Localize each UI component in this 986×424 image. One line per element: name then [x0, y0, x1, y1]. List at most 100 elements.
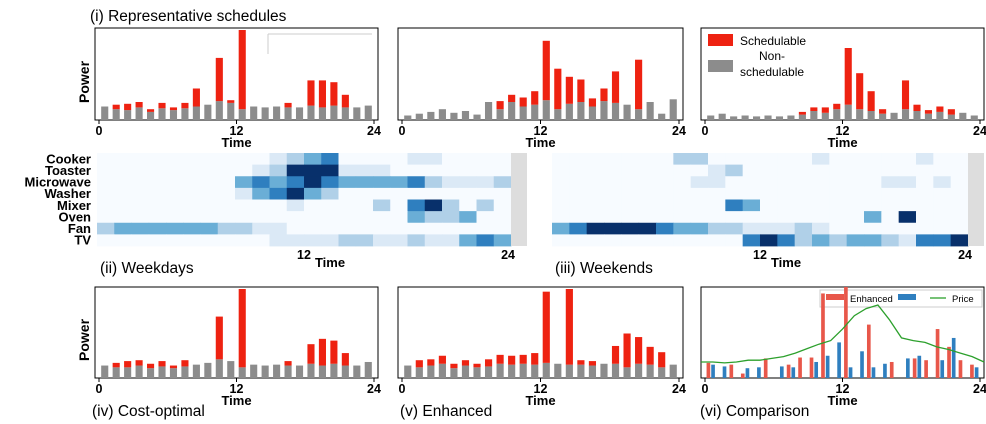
heatmap-cell-ii: [148, 211, 167, 224]
heatmap-row-label: Washer: [45, 186, 91, 201]
bar-nonschedulable-i-c: [947, 114, 955, 120]
heatmap-cell-iii: [794, 153, 813, 166]
bar-schedulable-iv: [307, 344, 315, 364]
heatmap-cell-ii: [407, 234, 426, 247]
heatmap-cell-ii: [459, 153, 477, 166]
heatmap-cell-ii: [217, 187, 236, 200]
heatmap-cell-ii: [252, 164, 270, 177]
heatmap-cell-ii: [373, 187, 391, 200]
bar-schedulable-i-c: [844, 48, 852, 105]
bar-nonschedulable-i-b: [450, 112, 458, 120]
heatmap-cell-iii: [621, 153, 640, 166]
heatmap-cell-iii: [916, 199, 934, 212]
bar-nonschedulable-i-a: [124, 110, 132, 120]
heatmap-cell-iii: [760, 153, 778, 166]
bar-nonschedulable-i-c: [856, 109, 864, 120]
heatmap-cell-ii: [459, 199, 477, 212]
bar-nonschedulable-i-b: [635, 109, 643, 120]
bar-schedulable-v: [484, 359, 493, 367]
heatmap-cell-ii: [97, 176, 115, 189]
bar-nonschedulable-iv: [158, 366, 166, 378]
heatmap-cell-ii: [200, 211, 219, 224]
heatmap-cell-ii: [200, 234, 219, 247]
heatmap-row-label: Cooker: [46, 151, 91, 166]
bar-nonschedulable-i-b: [623, 104, 631, 120]
heatmap-row-label: Fan: [68, 221, 91, 236]
bar-schedulable-iv: [181, 360, 189, 367]
heatmap-cell-iii: [794, 222, 813, 235]
heatmap-cell-iii: [673, 176, 692, 189]
bar-nonschedulable-i-b: [658, 113, 666, 120]
bar-nonschedulable-i-c: [913, 111, 921, 120]
heatmap-cell-ii: [286, 234, 305, 247]
heatmap-cell-ii: [304, 176, 322, 189]
price-line: [701, 304, 985, 364]
heatmap-cell-iii: [742, 153, 761, 166]
bar-nonschedulable-i-a: [238, 109, 246, 120]
heatmap-cell-iii: [638, 199, 657, 212]
bar-baseline: [951, 337, 956, 378]
bar-nonschedulable-v: [450, 368, 458, 378]
heatmap-cell-iii: [846, 187, 865, 200]
bar-schedulable-iv: [284, 361, 292, 366]
heatmap-cell-iii: [950, 153, 969, 166]
heatmap-cell-iii: [586, 187, 605, 200]
bar-nonschedulable-i-b: [484, 102, 493, 120]
x-tick-label-i-b: 12: [534, 124, 548, 138]
bar-baseline: [917, 355, 922, 378]
bar-schedulable-v: [508, 355, 516, 365]
heatmap-cell-iii: [586, 176, 605, 189]
bar-nonschedulable-i-a: [284, 107, 292, 120]
heatmap-cell-iii: [812, 187, 830, 200]
bar-enhanced: [844, 287, 848, 378]
bar-nonschedulable-iv: [318, 365, 326, 378]
heatmap-cell-ii: [424, 164, 443, 177]
heatmap-cell-ii: [476, 222, 495, 235]
heatmap-cell-ii: [286, 164, 305, 177]
bar-schedulable-i-b: [588, 98, 597, 107]
heatmap-cell-ii: [269, 153, 288, 166]
heatmap-cell-ii: [252, 199, 270, 212]
heatmap-cell-ii: [217, 153, 236, 166]
bar-nonschedulable-iv: [273, 364, 281, 378]
heatmap-cell-iii: [586, 222, 605, 235]
bar-nonschedulable-i-a: [101, 106, 109, 120]
heatmap-cell-ii: [166, 187, 184, 200]
heatmap-cell-ii: [217, 234, 236, 247]
bar-nonschedulable-i-b: [404, 115, 412, 120]
heatmap-cell-ii: [97, 222, 115, 235]
bar-nonschedulable-i-b: [577, 102, 585, 120]
heatmap-cell-ii: [407, 153, 426, 166]
heatmap-cell-iii: [552, 234, 570, 247]
x-tick-label-iii: 12: [753, 248, 767, 262]
bar-enhanced: [740, 373, 745, 378]
heatmap-cell-ii: [183, 176, 201, 189]
x-tick-label-i-a: 12: [230, 124, 244, 138]
bar-schedulable-i-a: [181, 102, 189, 109]
heatmap-cell-iii: [950, 176, 969, 189]
heatmap-cell-ii: [459, 176, 477, 189]
bar-nonschedulable-v: [588, 365, 597, 378]
panel-title-comparison: (vi) Comparison: [700, 403, 809, 420]
bar-nonschedulable-v: [508, 364, 516, 378]
heatmap-cell-iii: [690, 176, 709, 189]
heatmap-cell-iii: [881, 176, 900, 189]
heatmap-cell-ii: [390, 234, 408, 247]
bar-nonschedulable-i-b: [461, 111, 470, 120]
heatmap-cell-iii: [812, 234, 830, 247]
x-tick-label-i-c: 24: [973, 124, 986, 138]
heatmap-cell-ii: [407, 176, 426, 189]
heatmap-cell-ii: [235, 153, 253, 166]
heatmap-cell-iii: [777, 234, 796, 247]
bar-nonschedulable-v: [461, 365, 470, 378]
heatmap-cell-iii: [725, 199, 744, 212]
heatmap-cell-iii: [742, 199, 761, 212]
heatmap-cell-ii: [355, 222, 374, 235]
bar-schedulable-v: [588, 361, 597, 366]
heatmap-cell-iii: [829, 234, 848, 247]
heatmap-cell-ii: [476, 211, 495, 224]
heatmap-cell-ii: [166, 176, 184, 189]
heatmap-cell-iii: [604, 164, 622, 177]
heatmap-cell-iii: [777, 176, 796, 189]
heatmap-cell-ii: [200, 199, 219, 212]
